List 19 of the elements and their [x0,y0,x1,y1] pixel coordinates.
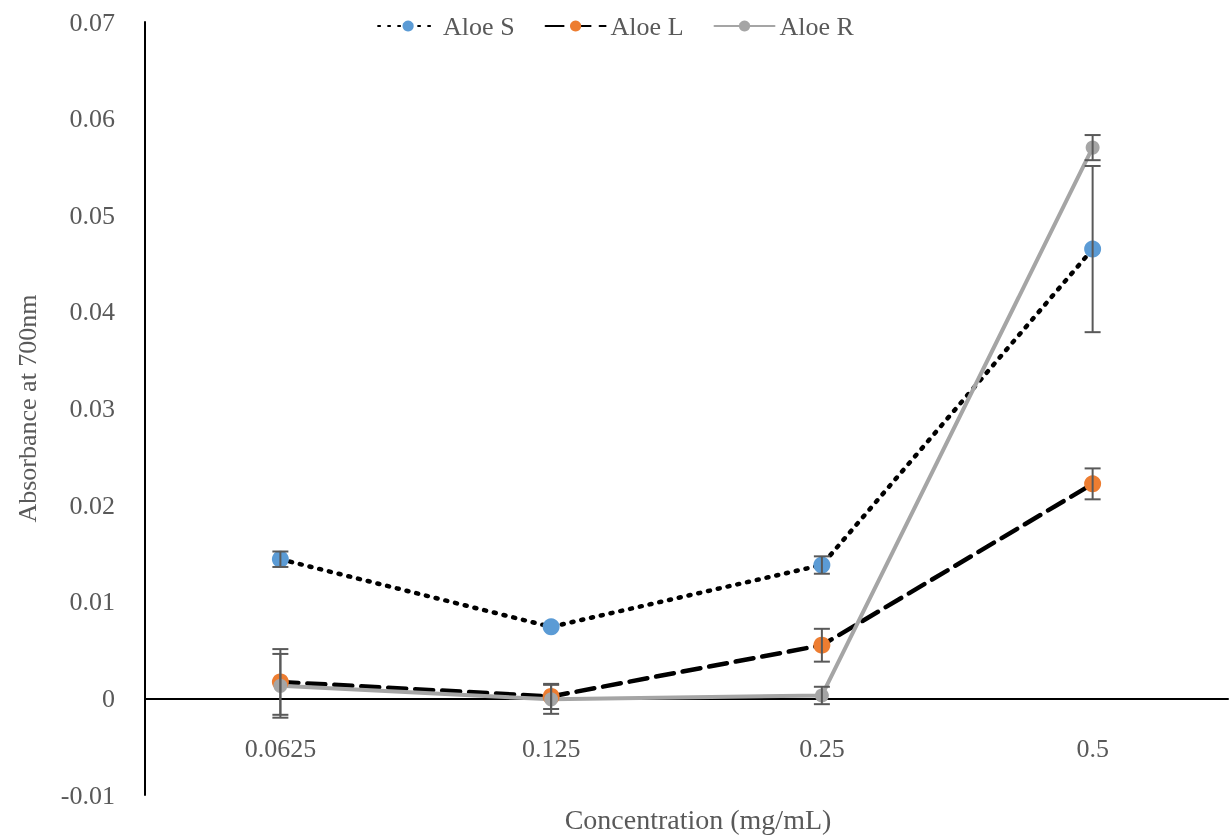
legend-label: Aloe L [610,11,684,41]
legend-label: Aloe R [779,11,855,41]
y-axis-title: Absorbance at 700nm [12,294,42,523]
y-tick-label: 0 [102,683,115,713]
y-tick-label: 0.07 [69,7,115,37]
y-tick-label: 0.02 [69,490,115,520]
x-tick-label: 0.25 [799,733,845,763]
x-tick-label: 0.125 [521,733,581,763]
y-tick-label: -0.01 [60,780,115,810]
x-tick-label: 0.5 [1076,733,1109,763]
y-tick-label: 0.03 [69,394,115,423]
y-tick-label: 0.06 [69,104,115,134]
y-tick-label: 0.01 [69,587,115,617]
x-axis-title: Concentration (mg/mL) [564,803,832,835]
legend-label: Aloe S [443,11,515,41]
y-tick-label: 0.05 [69,200,115,230]
point [542,618,560,636]
y-tick-label: 0.04 [69,297,115,327]
x-tick-label: 0.0625 [244,733,317,763]
